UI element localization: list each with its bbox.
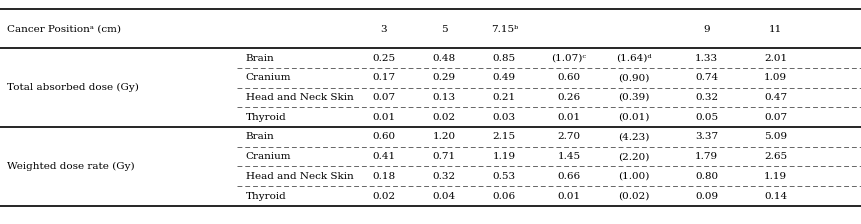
Text: 0.01: 0.01 [557, 113, 579, 122]
Text: 0.07: 0.07 [764, 113, 786, 122]
Text: (0.02): (0.02) [617, 192, 648, 200]
Text: 0.26: 0.26 [557, 93, 579, 102]
Text: 1.19: 1.19 [492, 152, 515, 161]
Text: 9: 9 [703, 25, 709, 34]
Text: 0.66: 0.66 [557, 172, 579, 181]
Text: 0.32: 0.32 [695, 93, 717, 102]
Text: 0.47: 0.47 [764, 93, 786, 102]
Text: 0.71: 0.71 [432, 152, 455, 161]
Text: 0.29: 0.29 [432, 73, 455, 82]
Text: 0.06: 0.06 [492, 192, 515, 200]
Text: 2.65: 2.65 [764, 152, 786, 161]
Text: 0.04: 0.04 [432, 192, 455, 200]
Text: (4.23): (4.23) [617, 132, 648, 141]
Text: 0.53: 0.53 [492, 172, 515, 181]
Text: 7.15ᵇ: 7.15ᵇ [490, 25, 517, 34]
Text: 0.25: 0.25 [372, 54, 394, 62]
Text: 0.80: 0.80 [695, 172, 717, 181]
Text: Brain: Brain [245, 132, 274, 141]
Text: 1.33: 1.33 [695, 54, 717, 62]
Text: 0.32: 0.32 [432, 172, 455, 181]
Text: 0.01: 0.01 [557, 192, 579, 200]
Text: 0.49: 0.49 [492, 73, 515, 82]
Text: 0.14: 0.14 [764, 192, 786, 200]
Text: Head and Neck Skin: Head and Neck Skin [245, 172, 353, 181]
Text: 1.19: 1.19 [764, 172, 786, 181]
Text: 3: 3 [380, 25, 387, 34]
Text: 0.17: 0.17 [372, 73, 394, 82]
Text: 0.18: 0.18 [372, 172, 394, 181]
Text: 0.60: 0.60 [557, 73, 579, 82]
Text: 0.02: 0.02 [432, 113, 455, 122]
Text: 5: 5 [440, 25, 447, 34]
Text: 1.79: 1.79 [695, 152, 717, 161]
Text: 0.41: 0.41 [372, 152, 394, 161]
Text: (1.00): (1.00) [617, 172, 648, 181]
Text: 0.01: 0.01 [372, 113, 394, 122]
Text: Brain: Brain [245, 54, 274, 62]
Text: 0.85: 0.85 [492, 54, 515, 62]
Text: 0.74: 0.74 [695, 73, 717, 82]
Text: Weighted dose rate (Gy): Weighted dose rate (Gy) [7, 162, 134, 171]
Text: 0.05: 0.05 [695, 113, 717, 122]
Text: 5.09: 5.09 [764, 132, 786, 141]
Text: 2.15: 2.15 [492, 132, 515, 141]
Text: 0.02: 0.02 [372, 192, 394, 200]
Text: (1.64)ᵈ: (1.64)ᵈ [615, 54, 651, 62]
Text: 0.07: 0.07 [372, 93, 394, 102]
Text: 1.09: 1.09 [764, 73, 786, 82]
Text: (0.01): (0.01) [617, 113, 648, 122]
Text: 11: 11 [768, 25, 782, 34]
Text: 1.20: 1.20 [432, 132, 455, 141]
Text: Total absorbed dose (Gy): Total absorbed dose (Gy) [7, 83, 139, 92]
Text: 1.45: 1.45 [557, 152, 579, 161]
Text: Cranium: Cranium [245, 152, 291, 161]
Text: (0.90): (0.90) [617, 73, 648, 82]
Text: Cranium: Cranium [245, 73, 291, 82]
Text: Thyroid: Thyroid [245, 113, 286, 122]
Text: (0.39): (0.39) [617, 93, 648, 102]
Text: 2.01: 2.01 [764, 54, 786, 62]
Text: Cancer Positionᵃ (cm): Cancer Positionᵃ (cm) [7, 25, 121, 34]
Text: (1.07)ᶜ: (1.07)ᶜ [551, 54, 585, 62]
Text: 0.03: 0.03 [492, 113, 515, 122]
Text: 2.70: 2.70 [557, 132, 579, 141]
Text: 0.21: 0.21 [492, 93, 515, 102]
Text: (2.20): (2.20) [617, 152, 648, 161]
Text: 0.48: 0.48 [432, 54, 455, 62]
Text: 0.13: 0.13 [432, 93, 455, 102]
Text: Thyroid: Thyroid [245, 192, 286, 200]
Text: Head and Neck Skin: Head and Neck Skin [245, 93, 353, 102]
Text: 0.09: 0.09 [695, 192, 717, 200]
Text: 0.60: 0.60 [372, 132, 394, 141]
Text: 3.37: 3.37 [695, 132, 717, 141]
